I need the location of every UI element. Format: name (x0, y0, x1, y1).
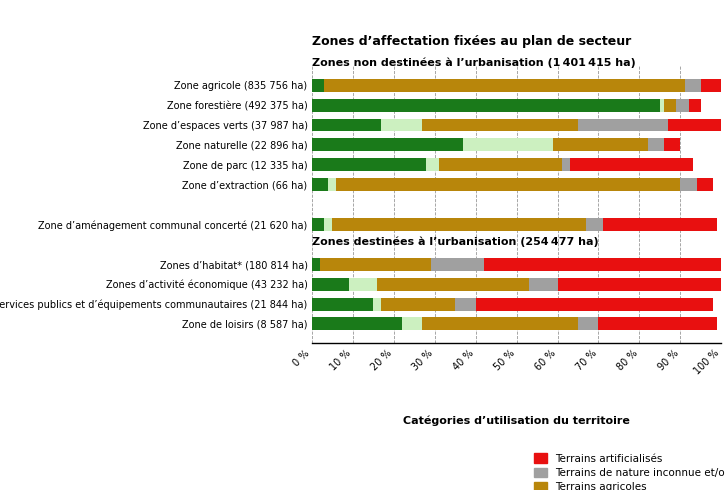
Bar (529, 278, 558, 291)
Bar (476, 297, 713, 311)
Bar (312, 138, 463, 151)
Bar (312, 218, 324, 231)
Bar (684, 79, 701, 92)
Bar (647, 138, 664, 151)
Bar (578, 318, 598, 330)
Bar (484, 258, 721, 271)
Bar (463, 138, 553, 151)
Bar (381, 297, 455, 311)
Bar (668, 119, 721, 131)
Bar (312, 178, 328, 191)
Text: Zones destinées à l’urbanisation (254 477 ha): Zones destinées à l’urbanisation (254 47… (312, 237, 598, 247)
Bar (660, 98, 664, 112)
Bar (349, 278, 377, 291)
Bar (680, 178, 697, 191)
Bar (578, 119, 668, 131)
Bar (312, 98, 660, 112)
Bar (312, 79, 324, 92)
Bar (455, 297, 476, 311)
Bar (697, 178, 713, 191)
Bar (570, 158, 692, 171)
Bar (381, 119, 423, 131)
Bar (324, 79, 684, 92)
Bar (312, 158, 426, 171)
Bar (689, 98, 701, 112)
Bar (664, 98, 676, 112)
Bar (553, 138, 647, 151)
Bar (676, 98, 689, 112)
Bar (312, 318, 402, 330)
Bar (562, 158, 570, 171)
Bar (324, 218, 332, 231)
Bar (423, 119, 578, 131)
X-axis label: Catégories d’utilisation du territoire: Catégories d’utilisation du territoire (403, 416, 630, 426)
Text: Zones d’affectation fixées au plan de secteur: Zones d’affectation fixées au plan de se… (312, 35, 631, 49)
Bar (423, 318, 578, 330)
Bar (558, 278, 721, 291)
Bar (439, 158, 562, 171)
Bar (587, 218, 602, 231)
Bar (332, 218, 587, 231)
Bar (664, 138, 680, 151)
Legend: Terrains artificialisés, Terrains de nature inconnue et/ou non cadastrés, Terrai: Terrains artificialisés, Terrains de nat… (534, 453, 725, 490)
Bar (312, 278, 349, 291)
Bar (377, 278, 529, 291)
Bar (336, 178, 680, 191)
Text: Zones non destinées à l’urbanisation (1 401 415 ha): Zones non destinées à l’urbanisation (1 … (312, 58, 636, 68)
Bar (312, 119, 381, 131)
Bar (602, 218, 717, 231)
Bar (431, 258, 484, 271)
Bar (312, 258, 320, 271)
Bar (312, 297, 373, 311)
Bar (598, 318, 717, 330)
Bar (701, 79, 721, 92)
Bar (402, 318, 423, 330)
Bar (426, 158, 439, 171)
Bar (328, 178, 336, 191)
Bar (373, 297, 381, 311)
Bar (320, 258, 431, 271)
